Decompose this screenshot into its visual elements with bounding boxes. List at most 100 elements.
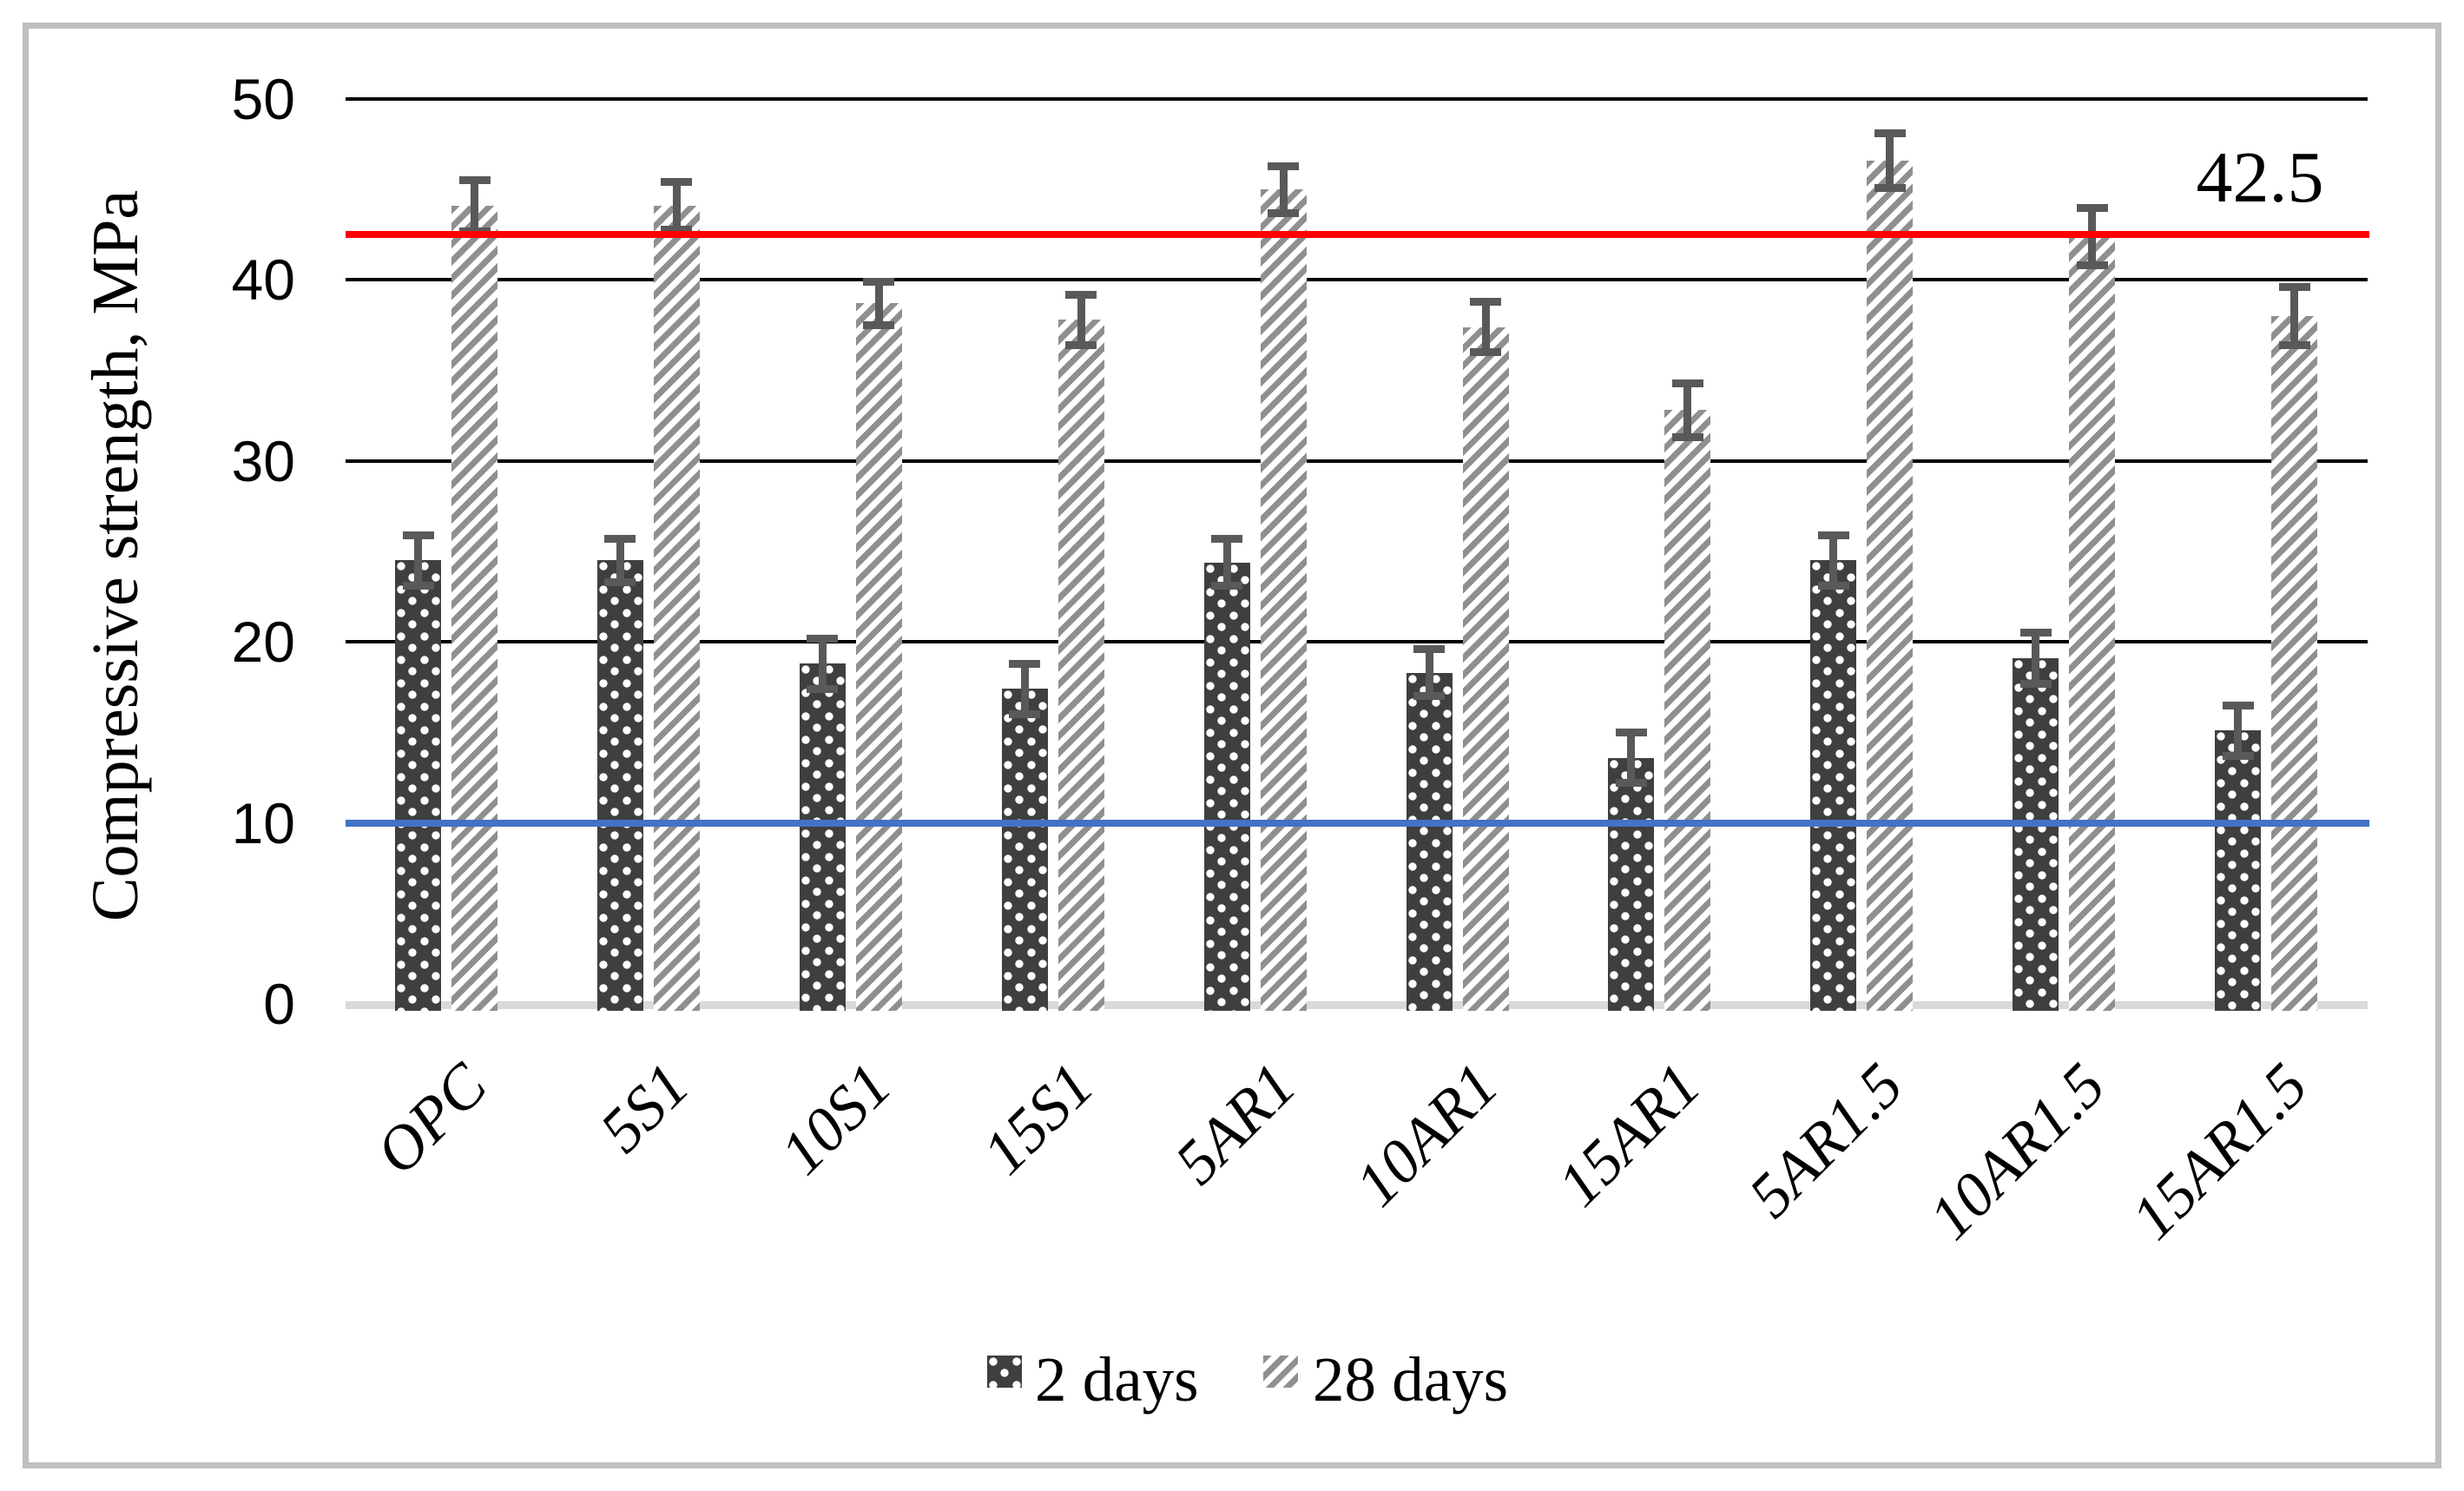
- error-bar-28-days-10S1-cap-bottom: [863, 321, 895, 329]
- error-bar-28-days-5AR1-cap-top: [1268, 162, 1300, 170]
- error-bar-28-days-15AR1-cap-bottom: [1671, 433, 1703, 442]
- legend-label-2-days: 2 days: [1035, 1344, 1199, 1415]
- error-bar-28-days-15S1-cap-bottom: [1065, 340, 1097, 349]
- bar-28-days-OPC: [451, 205, 497, 1011]
- bar-28-days-5AR1.5: [1867, 160, 1914, 1011]
- error-bar-28-days-5S1-whisker: [672, 181, 681, 230]
- error-bar-28-days-5AR1-cap-bottom: [1268, 208, 1300, 217]
- bar-2-days-10AR1.5: [2013, 657, 2059, 1011]
- bar-28-days-10AR1.5: [2069, 236, 2116, 1011]
- y-tick-label-20: 20: [231, 610, 295, 675]
- bar-28-days-10AR1: [1462, 327, 1509, 1011]
- y-tick-label-10: 10: [231, 790, 295, 855]
- legend-swatch-2-days: [987, 1356, 1022, 1388]
- bar-28-days-15AR1: [1664, 410, 1711, 1011]
- bar-2-days-5AR1: [1203, 562, 1250, 1011]
- reference-line-42.5: [346, 231, 2369, 239]
- error-bar-2-days-10AR1-cap-top: [1413, 645, 1445, 654]
- error-bar-28-days-15S1-whisker: [1077, 294, 1085, 346]
- error-bar-2-days-15S1-whisker: [1020, 663, 1029, 715]
- error-bar-28-days-5S1-cap-top: [661, 178, 693, 187]
- error-bar-28-days-10AR1.5-cap-top: [2076, 203, 2108, 212]
- error-bar-2-days-OPC-whisker: [414, 535, 422, 586]
- error-bar-28-days-15AR1.5-cap-top: [2278, 283, 2310, 292]
- error-bar-2-days-15AR1.5-cap-bottom: [2222, 751, 2254, 760]
- reference-line-10: [346, 819, 2369, 827]
- error-bar-2-days-5S1-whisker: [616, 538, 624, 583]
- gridline-40: [346, 278, 2368, 282]
- gridline-30: [346, 459, 2368, 463]
- error-bar-2-days-10AR1-cap-bottom: [1413, 692, 1445, 701]
- error-bar-2-days-10AR1.5-cap-bottom: [2019, 679, 2052, 688]
- bar-28-days-15AR1.5: [2271, 316, 2318, 1011]
- error-bar-2-days-10AR1-whisker: [1425, 649, 1433, 696]
- reference-line-value-label: 42.5: [2196, 137, 2324, 218]
- error-bar-28-days-10AR1-whisker: [1481, 301, 1490, 353]
- error-bar-28-days-10AR1-cap-top: [1470, 297, 1501, 306]
- error-bar-28-days-OPC-cap-top: [458, 176, 491, 185]
- error-bar-2-days-5AR1-whisker: [1222, 538, 1231, 586]
- y-tick-label-30: 30: [231, 428, 295, 493]
- error-bar-2-days-15AR1.5-cap-top: [2222, 701, 2254, 709]
- error-bar-28-days-OPC-cap-bottom: [458, 227, 491, 235]
- error-bar-28-days-15AR1-cap-top: [1671, 379, 1703, 387]
- bar-2-days-10S1: [799, 663, 846, 1011]
- error-bar-2-days-5S1-cap-bottom: [604, 577, 636, 586]
- bar-2-days-15S1: [1001, 689, 1048, 1011]
- error-bar-2-days-5AR1-cap-bottom: [1211, 582, 1243, 590]
- error-bar-2-days-10S1-cap-bottom: [807, 684, 839, 693]
- error-bar-28-days-5AR1.5-cap-top: [1874, 129, 1906, 138]
- error-bar-2-days-10AR1.5-cap-top: [2019, 629, 2052, 637]
- error-bar-2-days-15AR1.5-whisker: [2234, 705, 2243, 756]
- figure-border: [23, 23, 2441, 1468]
- error-bar-28-days-OPC-whisker: [471, 180, 478, 232]
- bar-2-days-15AR1: [1608, 757, 1655, 1011]
- bar-28-days-10S1: [855, 303, 902, 1011]
- error-bar-28-days-10AR1.5-cap-bottom: [2076, 261, 2108, 270]
- bar-2-days-15AR1.5: [2215, 730, 2262, 1011]
- error-bar-2-days-5AR1-cap-top: [1211, 534, 1243, 543]
- error-bar-2-days-OPC-cap-bottom: [402, 582, 434, 590]
- error-bar-28-days-15AR1.5-cap-bottom: [2278, 340, 2310, 349]
- legend-label-28-days: 28 days: [1313, 1344, 1509, 1415]
- y-tick-label-40: 40: [231, 247, 295, 313]
- error-bar-28-days-15AR1.5-whisker: [2290, 287, 2299, 346]
- gridline-20: [346, 640, 2368, 644]
- error-bar-28-days-5AR1.5-cap-bottom: [1874, 183, 1906, 192]
- error-bar-2-days-15S1-cap-top: [1009, 659, 1041, 668]
- y-tick-label-0: 0: [263, 972, 295, 1036]
- bar-2-days-10AR1: [1406, 672, 1453, 1011]
- error-bar-28-days-5AR1-whisker: [1279, 166, 1288, 214]
- error-bar-2-days-OPC-cap-top: [402, 531, 434, 539]
- error-bar-28-days-5AR1.5-whisker: [1886, 133, 1894, 188]
- x-axis-baseline: [346, 1001, 2368, 1009]
- error-bar-2-days-15AR1-whisker: [1627, 732, 1636, 783]
- bar-28-days-5AR1: [1260, 189, 1307, 1011]
- error-bar-2-days-15S1-cap-bottom: [1009, 710, 1041, 719]
- error-bar-28-days-5S1-cap-bottom: [661, 225, 693, 234]
- y-axis-title: Compressive strength, MPa: [79, 189, 152, 922]
- error-bar-2-days-15AR1-cap-bottom: [1615, 779, 1647, 788]
- error-bar-2-days-5AR1.5-cap-bottom: [1817, 582, 1849, 590]
- error-bar-2-days-15AR1-cap-top: [1615, 728, 1647, 736]
- error-bar-28-days-10S1-whisker: [874, 281, 883, 326]
- error-bar-28-days-10AR1-cap-bottom: [1470, 348, 1501, 357]
- error-bar-2-days-10S1-cap-top: [807, 634, 839, 643]
- bar-28-days-15S1: [1057, 320, 1104, 1011]
- error-bar-2-days-5AR1.5-cap-top: [1817, 531, 1849, 539]
- error-bar-2-days-10AR1.5-whisker: [2032, 632, 2040, 684]
- error-bar-2-days-10S1-whisker: [818, 638, 827, 689]
- bar-2-days-5AR1.5: [1810, 560, 1857, 1011]
- gridline-50: [346, 97, 2368, 101]
- error-bar-2-days-5AR1.5-whisker: [1829, 535, 1838, 586]
- legend-swatch-28-days: [1263, 1356, 1298, 1388]
- error-bar-28-days-15AR1-whisker: [1683, 383, 1692, 438]
- y-tick-label-50: 50: [231, 67, 295, 131]
- error-bar-28-days-15S1-cap-top: [1065, 290, 1097, 299]
- error-bar-28-days-10S1-cap-top: [863, 277, 895, 286]
- bar-2-days-OPC: [395, 560, 441, 1011]
- bar-2-days-5S1: [596, 560, 643, 1011]
- error-bar-2-days-5S1-cap-top: [604, 534, 636, 543]
- bar-28-days-5S1: [653, 205, 700, 1011]
